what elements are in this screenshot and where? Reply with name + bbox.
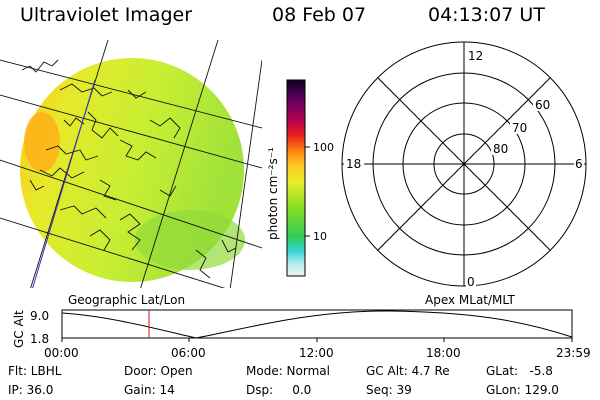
alt-ytick-0: 9.0 (30, 309, 49, 323)
mlt-label-6: 6 (575, 157, 583, 171)
lat-label-70: 70 (512, 121, 527, 135)
colorbar-tick-0: 100 (313, 141, 334, 154)
alt-ytick-1: 1.8 (30, 332, 49, 346)
altitude-curve (61, 310, 573, 339)
color-bar: 100 10 photon cm⁻²s⁻¹ (266, 79, 334, 277)
status-glat: GLat: -5.8 (486, 364, 553, 378)
alt-xtick-3: 18:00 (426, 346, 461, 360)
header-title: Ultraviolet Imager (20, 4, 193, 26)
geo-projection-label: Geographic Lat/Lon (68, 293, 186, 307)
polar-mlat-mlt-plot (341, 41, 587, 287)
status-gc-alt: GC Alt: 4.7 Re (366, 364, 450, 378)
lat-label-80: 80 (493, 142, 508, 156)
mlt-label-12: 12 (468, 49, 483, 63)
status-seq: Seq: 39 (366, 383, 412, 397)
earth-uv-image (0, 40, 262, 288)
header-time: 04:13:07 UT (428, 4, 545, 26)
mlt-label-18: 18 (346, 157, 361, 171)
status-mode: Mode: Normal (246, 364, 330, 378)
status-flt: Flt: LBHL (8, 364, 62, 378)
alt-xtick-0: 00:00 (44, 346, 79, 360)
polar-labels: 12 18 6 0 60 70 80 (344, 48, 584, 289)
apex-projection-label: Apex MLat/MLT (425, 293, 515, 307)
status-gain: Gain: 14 (124, 383, 175, 397)
status-dsp: Dsp: 0.0 (246, 383, 312, 397)
alt-xtick-1: 06:00 (171, 346, 206, 360)
colorbar-tick-1: 10 (313, 230, 327, 243)
status-ip: IP: 36.0 (8, 383, 54, 397)
mlt-label-0: 0 (467, 275, 475, 289)
alt-xtick-4: 23:59 (556, 346, 591, 360)
altitude-plot: 9.0 1.8 GC Alt 00:00 06:00 12:00 18:00 2… (12, 309, 591, 360)
orbit-track (32, 79, 96, 288)
status-glon: GLon: 129.0 (486, 383, 559, 397)
alt-ylabel: GC Alt (12, 310, 26, 348)
geo-grid-lines (0, 40, 262, 288)
colorbar-unit-label: photon cm⁻²s⁻¹ (266, 147, 280, 240)
status-door: Door: Open (124, 364, 193, 378)
lat-label-60: 60 (535, 98, 550, 112)
alt-xtick-2: 12:00 (299, 346, 334, 360)
header-date: 08 Feb 07 (272, 4, 367, 26)
